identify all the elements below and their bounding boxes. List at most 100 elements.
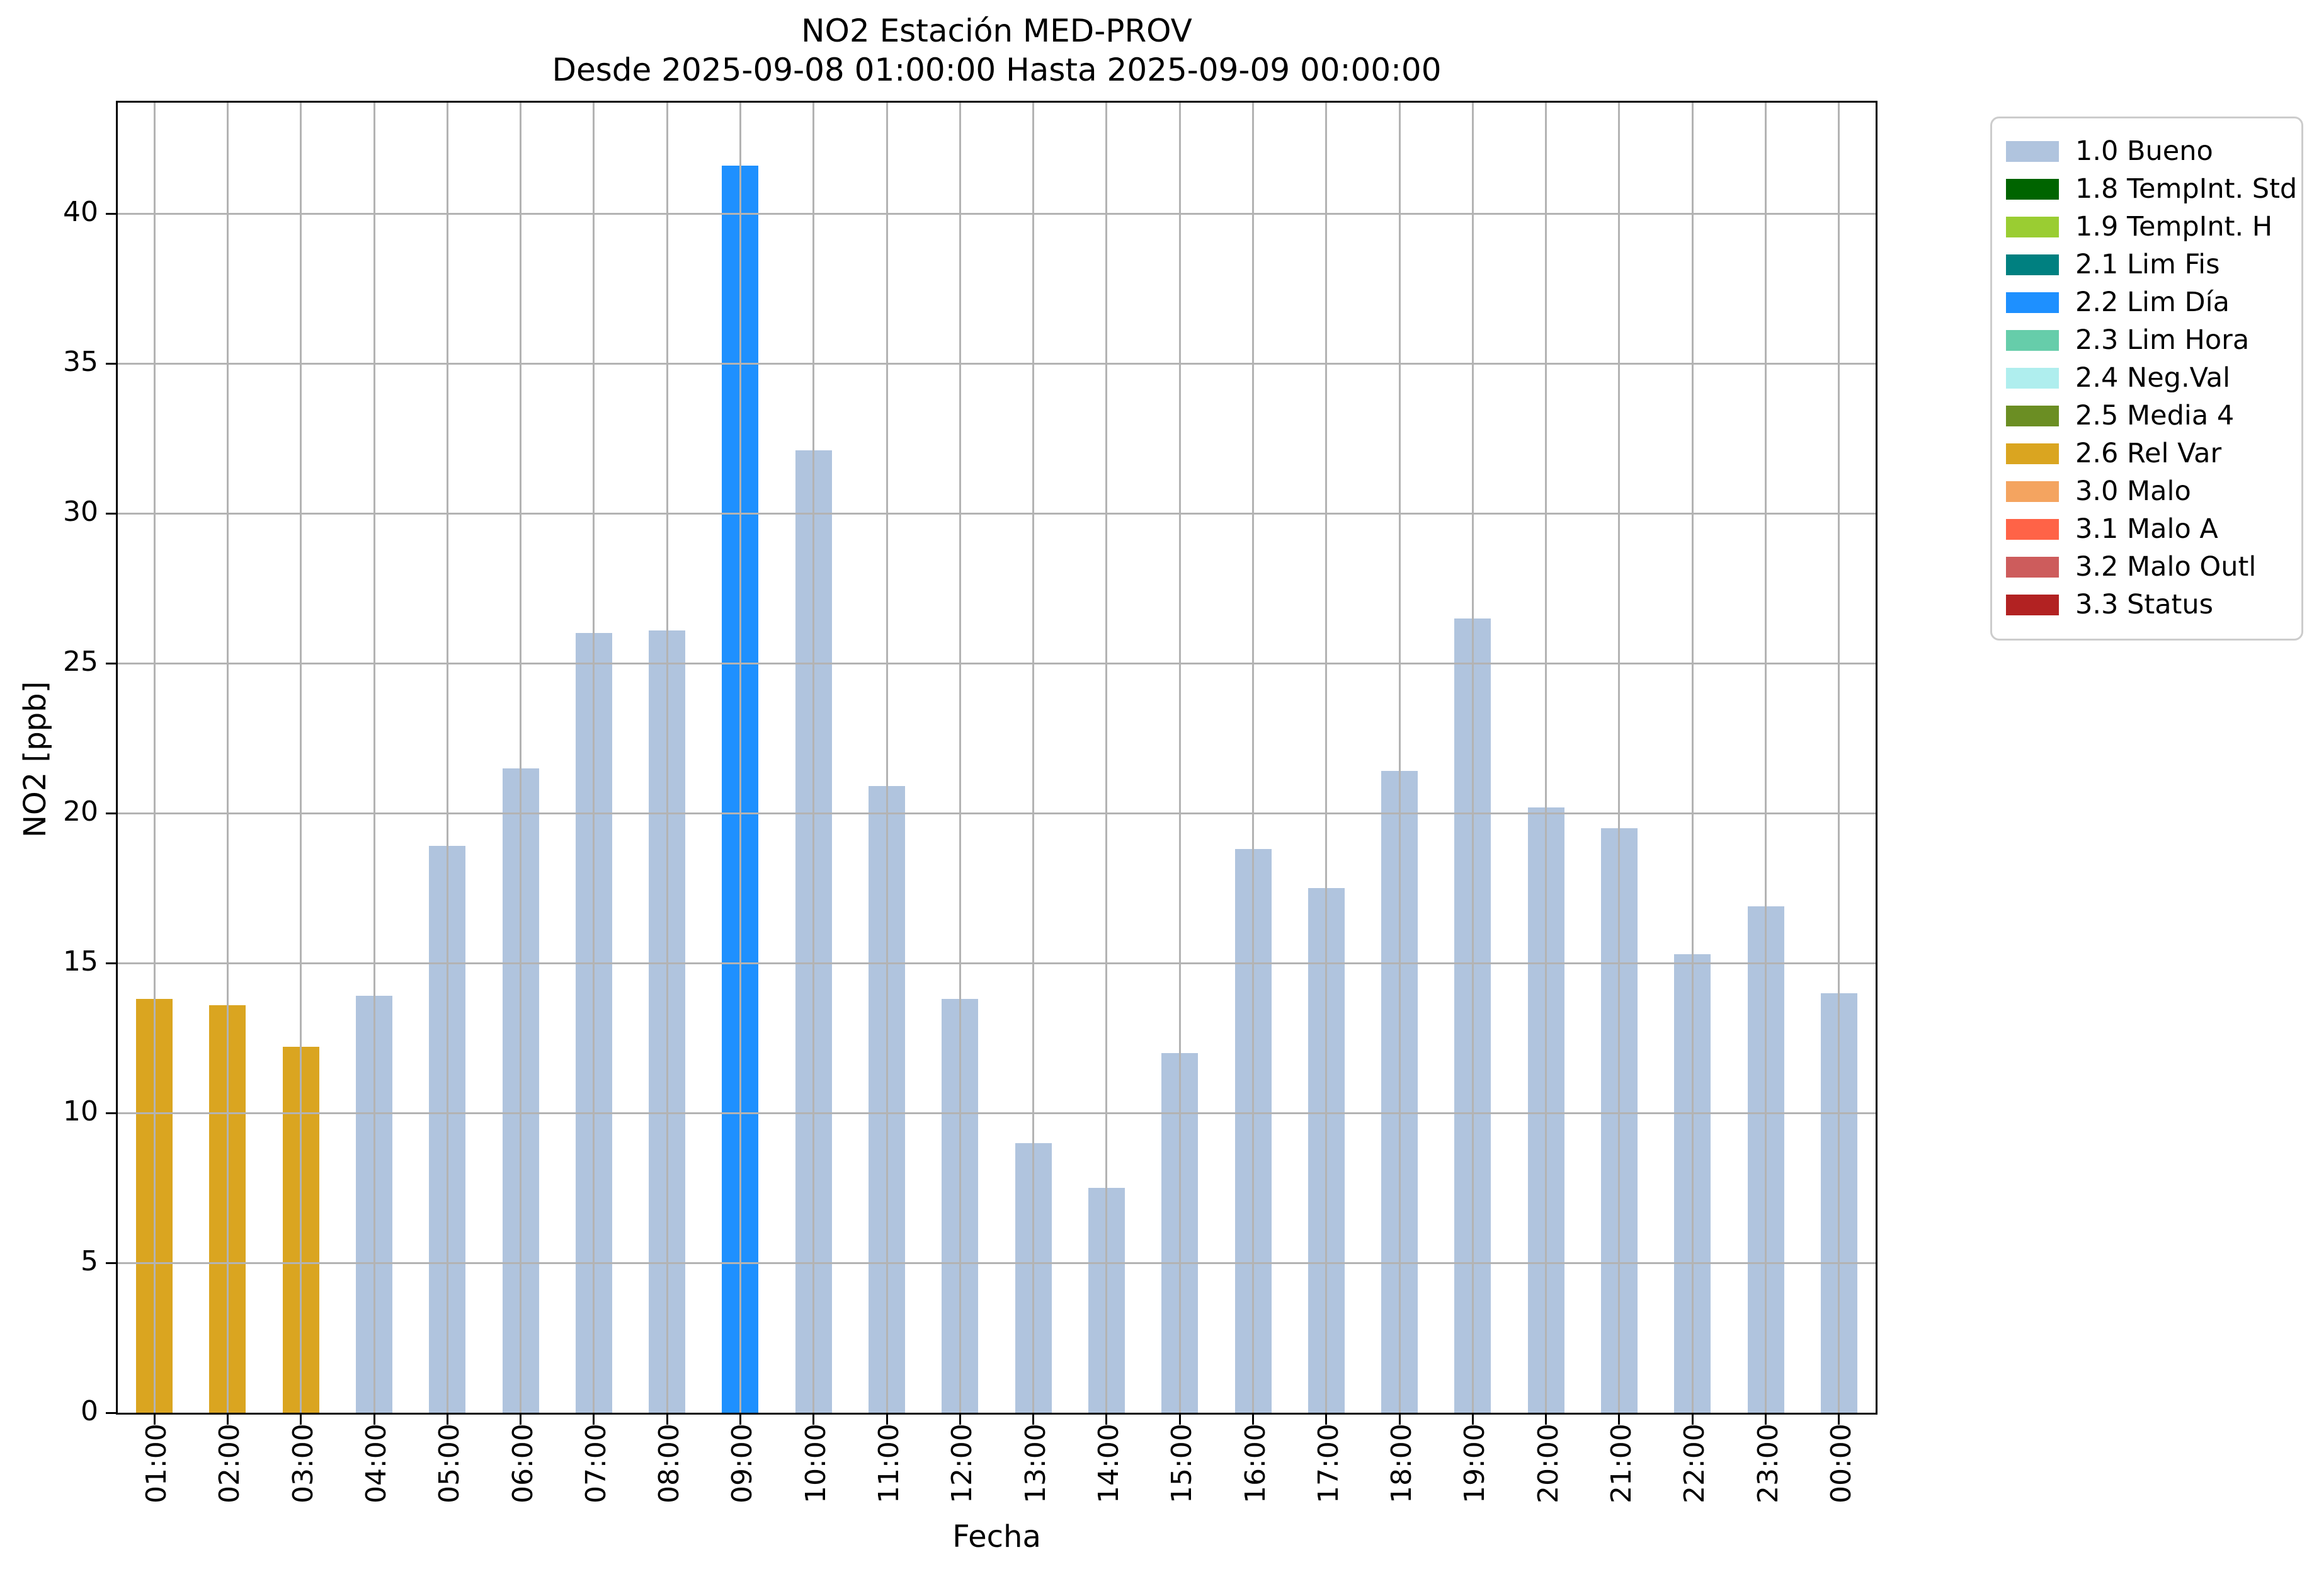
x-tick-label: 01:00 [140, 1423, 173, 1503]
y-tick-label: 5 [81, 1245, 98, 1277]
legend-swatch [2006, 178, 2059, 200]
x-gridline [1032, 103, 1034, 1413]
x-axis-spine [116, 1413, 1877, 1415]
y-axis-tick [106, 812, 116, 814]
legend-swatch [2006, 367, 2059, 389]
legend-label: 3.2 Malo Outl [2075, 551, 2257, 583]
x-gridline [300, 103, 302, 1413]
y-gridline [118, 1262, 1876, 1264]
chart-title-block: NO2 Estación MED-PROV Desde 2025-09-08 0… [118, 11, 1876, 89]
x-gridline [1179, 103, 1181, 1413]
x-gridline [1399, 103, 1401, 1413]
x-tick-label: 09:00 [726, 1423, 758, 1503]
x-axis-tick [1032, 1415, 1034, 1425]
x-tick-label: 16:00 [1239, 1423, 1272, 1503]
legend-label: 2.3 Lim Hora [2075, 324, 2250, 356]
legend-label: 2.5 Media 4 [2075, 400, 2235, 431]
legend-swatch [2006, 329, 2059, 351]
x-axis-tick [227, 1415, 229, 1425]
x-tick-label: 21:00 [1605, 1423, 1638, 1503]
y-tick-label: 15 [63, 945, 98, 978]
y-tick-label: 30 [63, 496, 98, 528]
x-axis-title: Fecha [952, 1519, 1041, 1554]
y-axis-tick [106, 962, 116, 964]
legend-label: 2.2 Lim Día [2075, 287, 2230, 318]
legend-label: 1.0 Bueno [2075, 135, 2213, 167]
x-gridline [1838, 103, 1840, 1413]
x-tick-label: 06:00 [507, 1423, 539, 1503]
x-axis-tick [886, 1415, 888, 1425]
x-axis-tick [373, 1415, 375, 1425]
y-tick-label: 35 [63, 346, 98, 378]
x-gridline [1252, 103, 1254, 1413]
x-tick-label: 02:00 [214, 1423, 246, 1503]
plot-area [118, 103, 1876, 1413]
legend-label: 3.1 Malo A [2075, 513, 2218, 545]
legend-label: 3.3 Status [2075, 589, 2214, 620]
x-tick-label: 07:00 [580, 1423, 612, 1503]
y-axis-tick [106, 213, 116, 215]
legend-item: 2.6 Rel Var [2006, 435, 2301, 472]
y-gridline [118, 513, 1876, 515]
x-gridline [886, 103, 888, 1413]
x-axis-tick [1472, 1415, 1474, 1425]
x-tick-label: 18:00 [1386, 1423, 1418, 1503]
y-tick-label: 0 [81, 1395, 98, 1427]
x-tick-label: 04:00 [360, 1423, 392, 1503]
x-tick-label: 03:00 [287, 1423, 319, 1503]
y-tick-label: 25 [63, 646, 98, 678]
x-gridline [593, 103, 595, 1413]
legend-swatch [2006, 443, 2059, 464]
x-gridline [959, 103, 961, 1413]
legend-item: 1.8 TempInt. Std [2006, 170, 2301, 208]
x-tick-label: 13:00 [1020, 1423, 1052, 1503]
x-axis-tick [739, 1415, 741, 1425]
legend-label: 2.1 Lim Fis [2075, 249, 2220, 280]
x-gridline [1325, 103, 1327, 1413]
x-axis-tick [1179, 1415, 1181, 1425]
legend-item: 3.2 Malo Outl [2006, 548, 2301, 586]
x-gridline [1618, 103, 1620, 1413]
x-tick-label: 10:00 [800, 1423, 832, 1503]
legend-swatch [2006, 594, 2059, 615]
legend-swatch [2006, 518, 2059, 540]
legend-swatch [2006, 140, 2059, 162]
x-tick-label: 11:00 [873, 1423, 905, 1503]
x-gridline [1545, 103, 1547, 1413]
legend-item: 2.1 Lim Fis [2006, 246, 2301, 283]
legend-label: 3.0 Malo [2075, 476, 2191, 507]
x-gridline [1692, 103, 1694, 1413]
legend-label: 2.4 Neg.Val [2075, 362, 2231, 394]
x-axis-tick [959, 1415, 961, 1425]
y-axis-title: NO2 [ppb] [18, 681, 53, 838]
y-gridline [118, 812, 1876, 814]
x-axis-tick [1105, 1415, 1107, 1425]
legend-swatch [2006, 292, 2059, 313]
right-spine [1876, 103, 1877, 1415]
x-gridline [812, 103, 814, 1413]
legend-label: 1.9 TempInt. H [2075, 211, 2273, 242]
top-spine [116, 101, 1877, 103]
x-axis-tick [1325, 1415, 1327, 1425]
x-tick-label: 00:00 [1825, 1423, 1857, 1503]
x-gridline [739, 103, 741, 1413]
y-axis-tick [106, 1412, 116, 1414]
x-axis-tick [1618, 1415, 1620, 1425]
x-tick-label: 12:00 [946, 1423, 978, 1503]
legend-item: 2.3 Lim Hora [2006, 321, 2301, 359]
x-tick-label: 19:00 [1459, 1423, 1491, 1503]
legend-item: 3.0 Malo [2006, 472, 2301, 510]
legend-item: 3.1 Malo A [2006, 510, 2301, 548]
legend: 1.0 Bueno 1.8 TempInt. Std 1.9 TempInt. H 2… [1990, 117, 2303, 641]
x-tick-label: 22:00 [1678, 1423, 1711, 1503]
x-axis-tick [1765, 1415, 1767, 1425]
legend-item: 2.4 Neg.Val [2006, 359, 2301, 397]
x-axis-tick [666, 1415, 668, 1425]
y-gridline [118, 1112, 1876, 1114]
legend-swatch [2006, 556, 2059, 578]
legend-label: 2.6 Rel Var [2075, 438, 2222, 469]
legend-swatch [2006, 254, 2059, 275]
x-axis-tick [1545, 1415, 1547, 1425]
x-axis-tick [154, 1415, 156, 1425]
